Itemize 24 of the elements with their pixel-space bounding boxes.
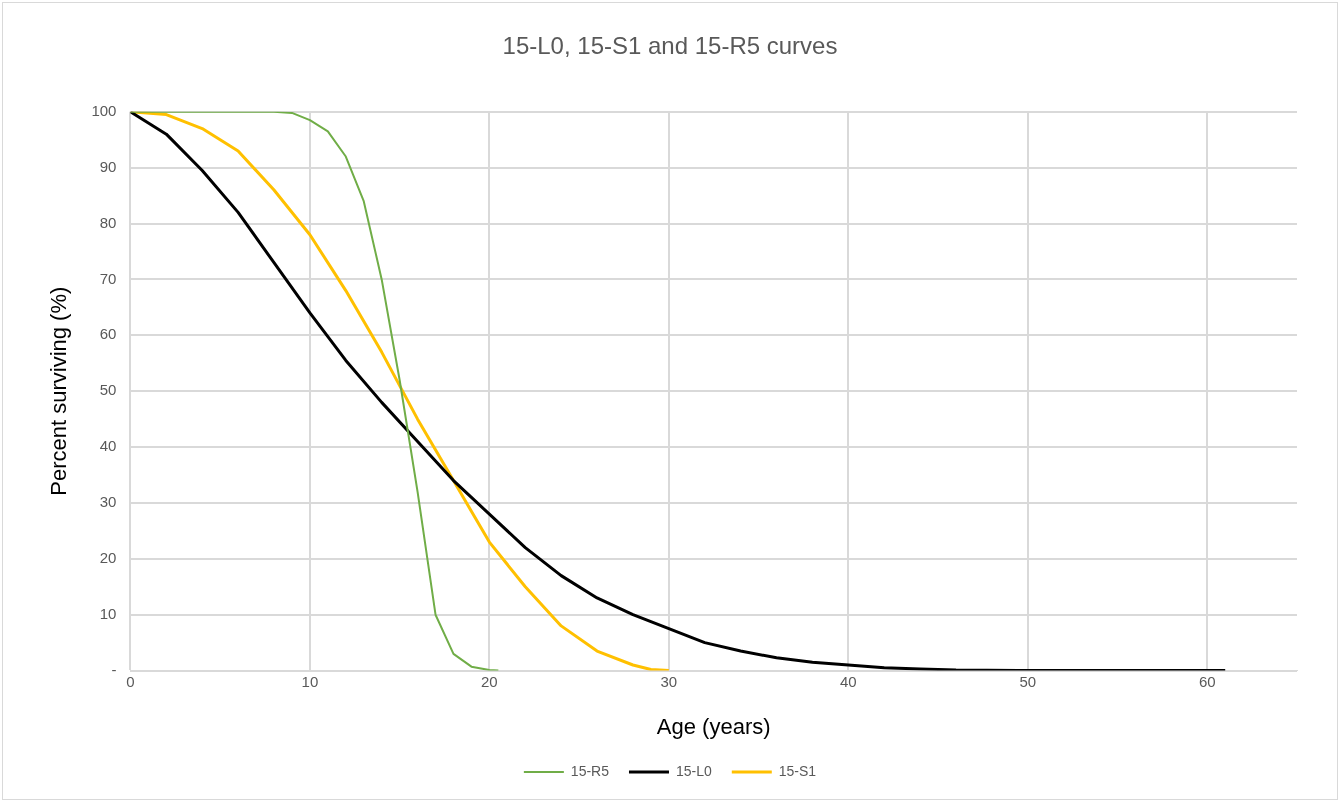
x-tick-label: 40: [839, 672, 857, 690]
x-axis-title: Age (years): [656, 713, 771, 739]
y-tick-label: 50: [99, 381, 117, 399]
legend-label: 15-R5: [570, 762, 610, 779]
y-tick-label: -: [111, 660, 117, 678]
y-tick-label: 30: [99, 493, 117, 511]
y-tick-label: 60: [99, 325, 117, 343]
y-tick-label: 10: [99, 604, 117, 622]
x-tick-label: 50: [1019, 672, 1037, 690]
legend-label: 15-L0: [675, 762, 712, 779]
x-tick-label: 30: [660, 672, 678, 690]
legend-label: 15-S1: [778, 762, 817, 779]
x-tick-label: 10: [301, 672, 319, 690]
x-tick-label: 60: [1198, 672, 1216, 690]
y-tick-label: 70: [99, 269, 117, 287]
y-tick-label: 80: [99, 213, 117, 231]
x-tick-label: 0: [126, 672, 135, 690]
y-tick-label: 40: [99, 437, 117, 455]
x-tick-label: 20: [481, 672, 498, 690]
y-axis-title: Percent surviving (%): [46, 286, 72, 496]
chart-title: 15-L0, 15-S1 and 15-R5 curves: [502, 32, 838, 60]
y-tick-label: 90: [99, 157, 117, 175]
y-tick-label: 100: [91, 101, 117, 119]
y-tick-label: 20: [99, 548, 117, 566]
